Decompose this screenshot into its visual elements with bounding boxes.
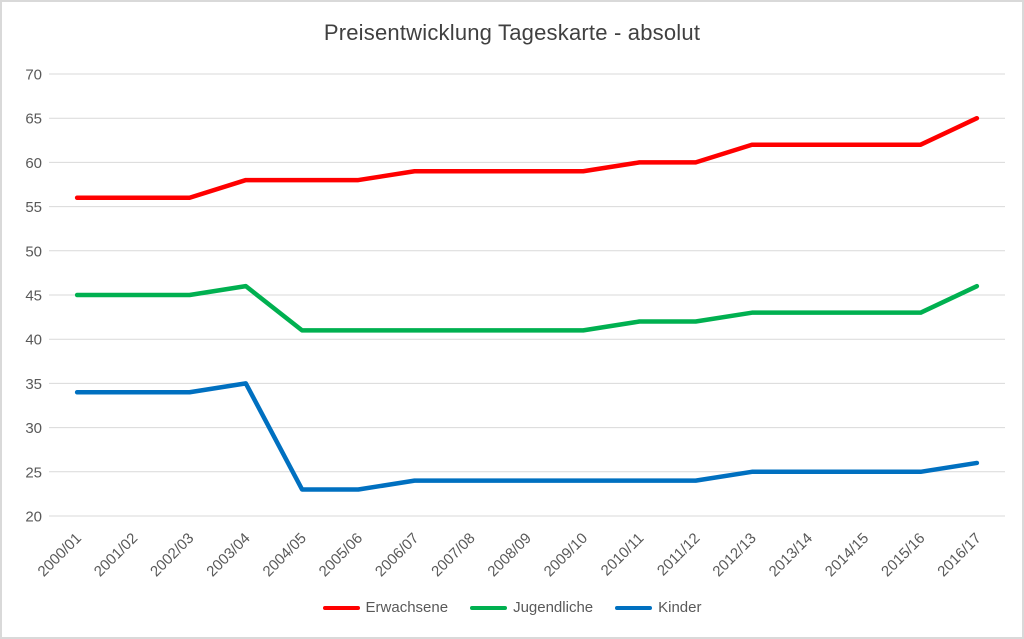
- x-axis-label: 2007/08: [428, 530, 478, 580]
- legend-label-jugendliche: Jugendliche: [513, 599, 594, 616]
- y-axis-label: 20: [25, 509, 42, 526]
- legend-item-jugendliche: Jugendliche: [470, 599, 593, 616]
- x-axis-label: 2014/15: [822, 530, 872, 580]
- chart-title: Preisentwicklung Tageskarte - absolut: [323, 20, 701, 45]
- x-axis-label: 2003/04: [203, 530, 253, 580]
- x-axis-label: 2008/09: [484, 530, 534, 580]
- series-line-erwachsene: [74, 115, 980, 201]
- x-axis-label: 2016/17: [934, 530, 984, 580]
- legend-item-erwachsene: Erwachsene: [322, 599, 449, 616]
- y-axis-label: 40: [25, 332, 42, 349]
- y-axis-label: 35: [25, 376, 42, 393]
- legend: Erwachsene Jugendliche Kinder: [2, 599, 1022, 616]
- y-axis-label: 50: [25, 243, 42, 260]
- y-axis-label: 55: [25, 199, 42, 216]
- series-line-kinder: [74, 381, 980, 492]
- plot-area: 20 25 30 35 40 45 50 55 60 65 70 2000/01 2001/02 2002…: [25, 67, 1005, 580]
- legend-swatch-kinder-icon: [615, 605, 653, 610]
- legend-label-erwachsene: Erwachsene: [365, 599, 449, 616]
- legend-swatch-erwachsene-icon: [322, 605, 360, 610]
- x-axis-label: 2000/01: [35, 530, 85, 580]
- x-axis-label: 2015/16: [878, 530, 928, 580]
- x-axis-label: 2005/06: [316, 530, 366, 580]
- series-line-jugendliche: [74, 283, 980, 333]
- y-axis-label: 25: [25, 464, 42, 481]
- y-axis-label: 65: [25, 111, 42, 128]
- x-axis-label: 2001/02: [91, 530, 141, 580]
- y-axis-label: 45: [25, 288, 42, 305]
- x-axis-label: 2009/10: [541, 530, 591, 580]
- legend-swatch-jugendliche-icon: [470, 605, 508, 610]
- legend-item-kinder: Kinder: [615, 599, 701, 616]
- x-axis-label: 2013/14: [766, 530, 816, 580]
- x-axis-label: 2004/05: [260, 530, 310, 580]
- x-axis-label: 2012/13: [709, 530, 759, 580]
- x-axis-label: 2010/11: [598, 530, 648, 580]
- legend-label-kinder: Kinder: [658, 599, 702, 616]
- x-axis-label: 2006/07: [372, 530, 422, 580]
- y-axis-label: 30: [25, 420, 42, 437]
- x-axis-label: 2002/03: [147, 530, 197, 580]
- y-axis-label: 70: [25, 67, 42, 84]
- y-axis-label: 60: [25, 155, 42, 172]
- x-axis-label: 2011/12: [654, 530, 704, 580]
